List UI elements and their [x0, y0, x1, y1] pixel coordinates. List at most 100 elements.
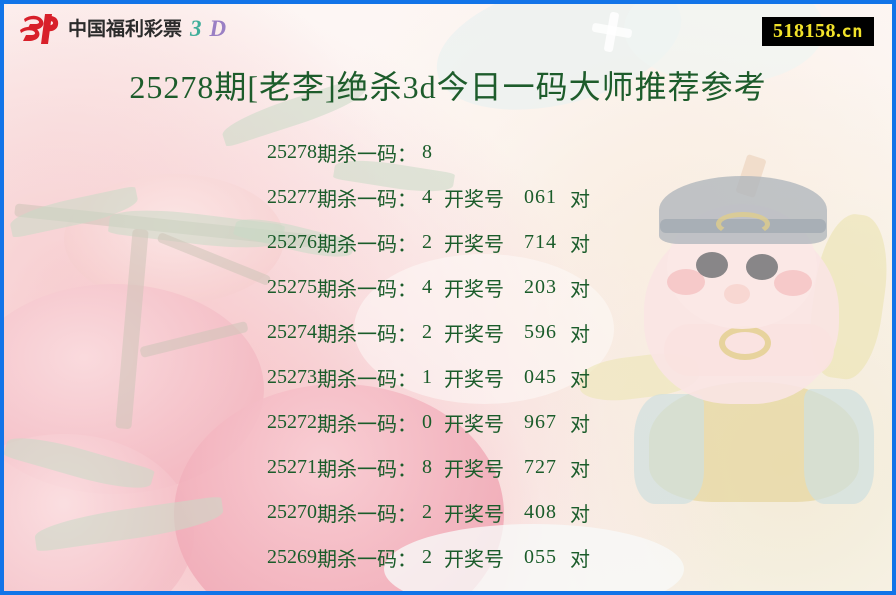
- figure-hat-ornament: [716, 212, 770, 236]
- figure-scarf: [802, 209, 892, 384]
- watermark-tld: cn: [841, 22, 863, 42]
- kill-number: 2: [422, 501, 432, 523]
- draw-number: 045: [524, 366, 557, 388]
- draw-number: 967: [524, 411, 557, 433]
- list-item: 25274 期杀一码： 2 开奖号 596 对: [267, 310, 590, 355]
- draw-label: 开奖号: [444, 369, 504, 391]
- figure-eye: [746, 254, 778, 280]
- kill-number: 2: [422, 321, 432, 343]
- draw-label: 开奖号: [444, 459, 504, 481]
- issue-number: 25269: [267, 546, 317, 568]
- figure-robe: [804, 389, 874, 504]
- leaf-shape: [4, 428, 155, 498]
- figure-arms: [664, 324, 834, 376]
- figure-belt: [719, 326, 771, 360]
- kill-number: 1: [422, 366, 432, 388]
- issue-number: 25274: [267, 321, 317, 343]
- figure-nose: [724, 284, 750, 304]
- issue-number: 25277: [267, 186, 317, 208]
- result-badge: 对: [570, 279, 590, 301]
- figure-cheek: [667, 269, 705, 295]
- kill-number: 2: [422, 231, 432, 253]
- list-item: 25271 期杀一码： 8 开奖号 727 对: [267, 445, 590, 490]
- draw-number: 055: [524, 546, 557, 568]
- result-badge: 对: [570, 189, 590, 211]
- issue-number: 25276: [267, 231, 317, 253]
- site-watermark: 518158.cn: [762, 17, 874, 46]
- watermark-domain: 518158.: [773, 20, 842, 42]
- draw-number: 408: [524, 501, 557, 523]
- peach-shape: [4, 434, 194, 591]
- issue-number: 25272: [267, 411, 317, 433]
- draw-label: 开奖号: [444, 324, 504, 346]
- issue-number: 25270: [267, 501, 317, 523]
- draw-number: 203: [524, 276, 557, 298]
- draw-label: 开奖号: [444, 279, 504, 301]
- draw-number: 061: [524, 186, 557, 208]
- list-item: 25273 期杀一码： 1 开奖号 045 对: [267, 355, 590, 400]
- result-badge: 对: [570, 369, 590, 391]
- draw-number: 714: [524, 231, 557, 253]
- branch-shape: [115, 228, 149, 430]
- result-badge: 对: [570, 414, 590, 436]
- draw-label: 开奖号: [444, 414, 504, 436]
- issue-number: 25275: [267, 276, 317, 298]
- kill-label: 期杀一码：: [317, 549, 417, 571]
- figure-robe: [634, 394, 704, 504]
- issue-number: 25273: [267, 366, 317, 388]
- kill-number: 4: [422, 276, 432, 298]
- figure-eye: [696, 252, 728, 278]
- kill-label: 期杀一码：: [317, 189, 417, 211]
- figure-plume: [735, 153, 767, 199]
- page-title: 25278期[老李]绝杀3d今日一码大师推荐参考: [129, 69, 767, 105]
- kill-number: 8: [422, 141, 432, 163]
- forecast-list: 25278 期杀一码： 8 25277 期杀一码： 4 开奖号 061 对 25276 期杀一码…: [267, 130, 590, 580]
- leaf-shape: [107, 203, 286, 255]
- list-item: 25270 期杀一码： 2 开奖号 408 对: [267, 490, 590, 535]
- result-badge: 对: [570, 549, 590, 571]
- leaf-shape: [7, 185, 141, 239]
- draw-label: 开奖号: [444, 189, 504, 211]
- kill-number: 8: [422, 456, 432, 478]
- branch-shape: [156, 231, 272, 287]
- result-badge: 对: [570, 504, 590, 526]
- peach-shape: [4, 284, 264, 494]
- figure-hat: [659, 176, 827, 244]
- draw-number: 596: [524, 321, 557, 343]
- issue-number: 25278: [267, 141, 317, 163]
- result-badge: 对: [570, 324, 590, 346]
- kill-label: 期杀一码：: [317, 369, 417, 391]
- list-item: 25272 期杀一码： 0 开奖号 967 对: [267, 400, 590, 445]
- figure-head: [667, 204, 817, 329]
- leaf-shape: [32, 495, 226, 553]
- kill-number: 0: [422, 411, 432, 433]
- kill-label: 期杀一码：: [317, 234, 417, 256]
- list-item: 25276 期杀一码： 2 开奖号 714 对: [267, 220, 590, 265]
- draw-label: 开奖号: [444, 504, 504, 526]
- brand-logo-3: 3: [190, 16, 202, 41]
- issue-number: 25271: [267, 456, 317, 478]
- list-item: 25278 期杀一码： 8: [267, 130, 590, 175]
- brand-logo-d: D: [209, 16, 227, 41]
- china-welfare-lottery-logo-icon: [18, 10, 60, 48]
- list-item: 25277 期杀一码： 4 开奖号 061 对: [267, 175, 590, 220]
- peach-shape: [64, 174, 284, 304]
- draw-number: 727: [524, 456, 557, 478]
- kill-label: 期杀一码：: [317, 459, 417, 481]
- figure-legs: [649, 382, 859, 502]
- draw-label: 开奖号: [444, 234, 504, 256]
- figure-body: [644, 219, 839, 404]
- list-item: 25275 期杀一码： 4 开奖号 203 对: [267, 265, 590, 310]
- result-badge: 对: [570, 459, 590, 481]
- kill-label: 期杀一码：: [317, 144, 417, 166]
- result-badge: 对: [570, 234, 590, 256]
- kill-label: 期杀一码：: [317, 414, 417, 436]
- branch-shape: [139, 320, 249, 359]
- list-item: 25269 期杀一码： 2 开奖号 055 对: [267, 535, 590, 580]
- figure-cheek: [774, 270, 812, 296]
- kill-label: 期杀一码：: [317, 324, 417, 346]
- kill-number: 2: [422, 546, 432, 568]
